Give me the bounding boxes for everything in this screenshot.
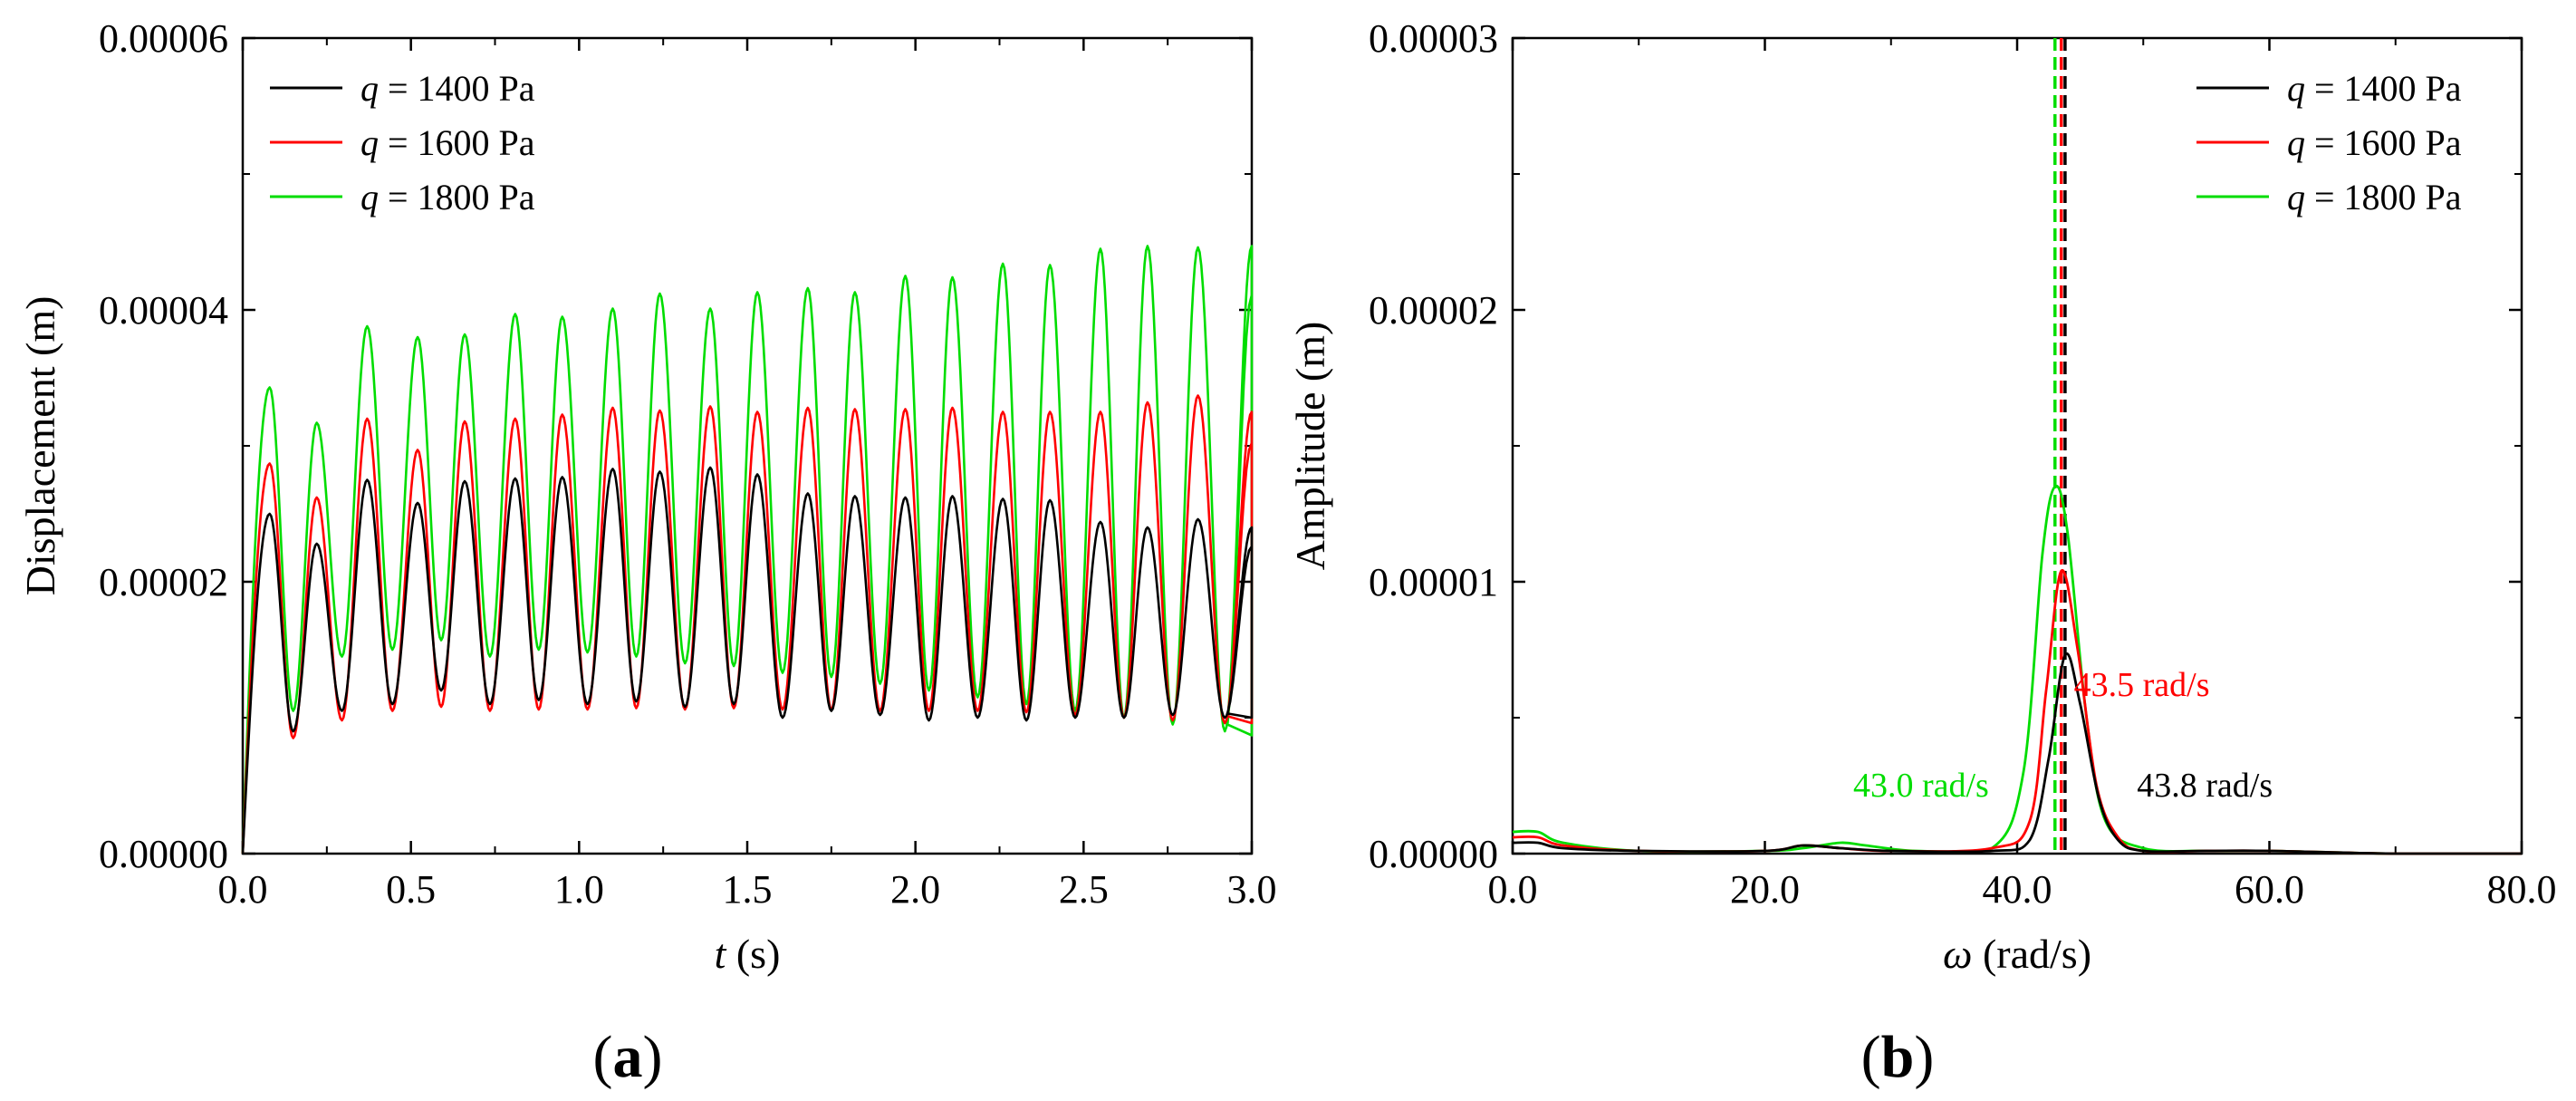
panel-label-a: (a) (593, 1024, 663, 1090)
panel-label-b: (b) (1861, 1024, 1935, 1090)
panel-label-a-letter: a (613, 1024, 643, 1090)
legend-entry-var: q (360, 122, 379, 163)
legend-entry-name: = 1600 Pa (379, 122, 535, 163)
legend-entry-var: q (360, 177, 379, 217)
peak-annotation: 43.8 rad/s (2137, 767, 2273, 805)
legend-entry: q = 1600 Pa (2287, 122, 2462, 163)
series-line-q2 (1512, 484, 2522, 855)
y-tick-label: 0.00002 (99, 560, 228, 604)
x-axis-label-b: ω (rad/s) (1943, 931, 2091, 977)
series-line-q0 (1512, 652, 2522, 855)
legend-entry-name: = 1400 Pa (379, 68, 535, 109)
series-line-q1 (1512, 569, 2522, 855)
series-line-q0 (241, 466, 1254, 855)
legend-entry: q = 1800 Pa (2287, 177, 2462, 217)
x-tick-label: 0.0 (218, 867, 268, 912)
legend-entry: q = 1800 Pa (360, 177, 535, 217)
legend-entry-var: q (360, 68, 379, 109)
y-tick-label: 0.00004 (99, 288, 228, 333)
peak-markers-b (2053, 38, 2067, 854)
y-tick-label: 0.00002 (1369, 288, 1498, 333)
x-tick-label: 40.0 (1983, 867, 2052, 912)
chart-panel-b: 0.0 20.0 40.0 60.0 80.0 0.00000 0.00001 0.00002… (1287, 16, 2557, 1090)
legend-entry-var: q (2287, 68, 2305, 109)
legend-entry-var: q (2287, 122, 2305, 163)
legend-entry: q = 1600 Pa (360, 122, 535, 163)
x-axis-label-a: t (s) (715, 931, 781, 977)
x-tick-label: 3.0 (1227, 867, 1277, 912)
x-tick-label: 0.5 (386, 867, 436, 912)
x-tick-label: 1.5 (723, 867, 773, 912)
x-tick-label: 1.0 (554, 867, 604, 912)
x-tick-label: 60.0 (2235, 867, 2304, 912)
series-line-q1 (241, 394, 1254, 855)
peak-annotation: 43.5 rad/s (2074, 666, 2210, 704)
y-tick-label: 0.00003 (1369, 16, 1498, 61)
legend-entry-name: = 1600 Pa (2305, 122, 2462, 163)
legend-entry-name: = 1800 Pa (379, 177, 535, 217)
legend-b: q = 1400 Paq = 1600 Paq = 1800 Pa (2196, 68, 2462, 217)
peak-annotation: 43.0 rad/s (1853, 767, 1989, 805)
legend-entry-name: = 1800 Pa (2305, 177, 2462, 217)
y-axis-label-a: Displacement (m) (17, 296, 63, 596)
y-tick-label: 0.00000 (99, 832, 228, 876)
chart-panel-a: 0.0 0.5 1.0 1.5 2.0 2.5 3.0 0.00000 0.00002 0.000… (17, 16, 1277, 1090)
y-tick-label: 0.00000 (1369, 832, 1498, 876)
y-tick-label: 0.00001 (1369, 560, 1498, 604)
legend-a: q = 1400 Paq = 1600 Paq = 1800 Pa (270, 68, 535, 217)
axis-ticks-a: 0.0 0.5 1.0 1.5 2.0 2.5 3.0 0.00000 0.00002 0.000… (99, 16, 1277, 912)
series-lines-a (241, 245, 1254, 855)
x-tick-label: 80.0 (2487, 867, 2557, 912)
annotations-b: 43.5 rad/s 43.0 rad/s 43.8 rad/s (1853, 666, 2273, 805)
x-tick-label: 2.5 (1059, 867, 1109, 912)
series-lines-b (1512, 484, 2522, 855)
legend-entry: q = 1400 Pa (360, 68, 535, 109)
legend-entry: q = 1400 Pa (2287, 68, 2462, 109)
panel-label-b-letter: b (1881, 1024, 1915, 1090)
x-axis-label-b-unit: (rad/s) (1972, 931, 2091, 977)
x-tick-label: 0.0 (1488, 867, 1538, 912)
series-line-q2 (241, 245, 1254, 855)
x-axis-label-b-var: ω (1943, 931, 1972, 977)
x-axis-label-a-unit: (s) (726, 931, 780, 977)
legend-entry-name: = 1400 Pa (2305, 68, 2462, 109)
y-axis-label-b: Amplitude (m) (1287, 322, 1333, 571)
x-tick-label: 2.0 (890, 867, 940, 912)
x-axis-label-a-var: t (715, 931, 727, 977)
y-tick-label: 0.00006 (99, 16, 228, 61)
x-tick-label: 20.0 (1730, 867, 1800, 912)
legend-entry-var: q (2287, 177, 2305, 217)
axis-ticks-b: 0.0 20.0 40.0 60.0 80.0 0.00000 0.00001 0.00002… (1369, 16, 2557, 912)
